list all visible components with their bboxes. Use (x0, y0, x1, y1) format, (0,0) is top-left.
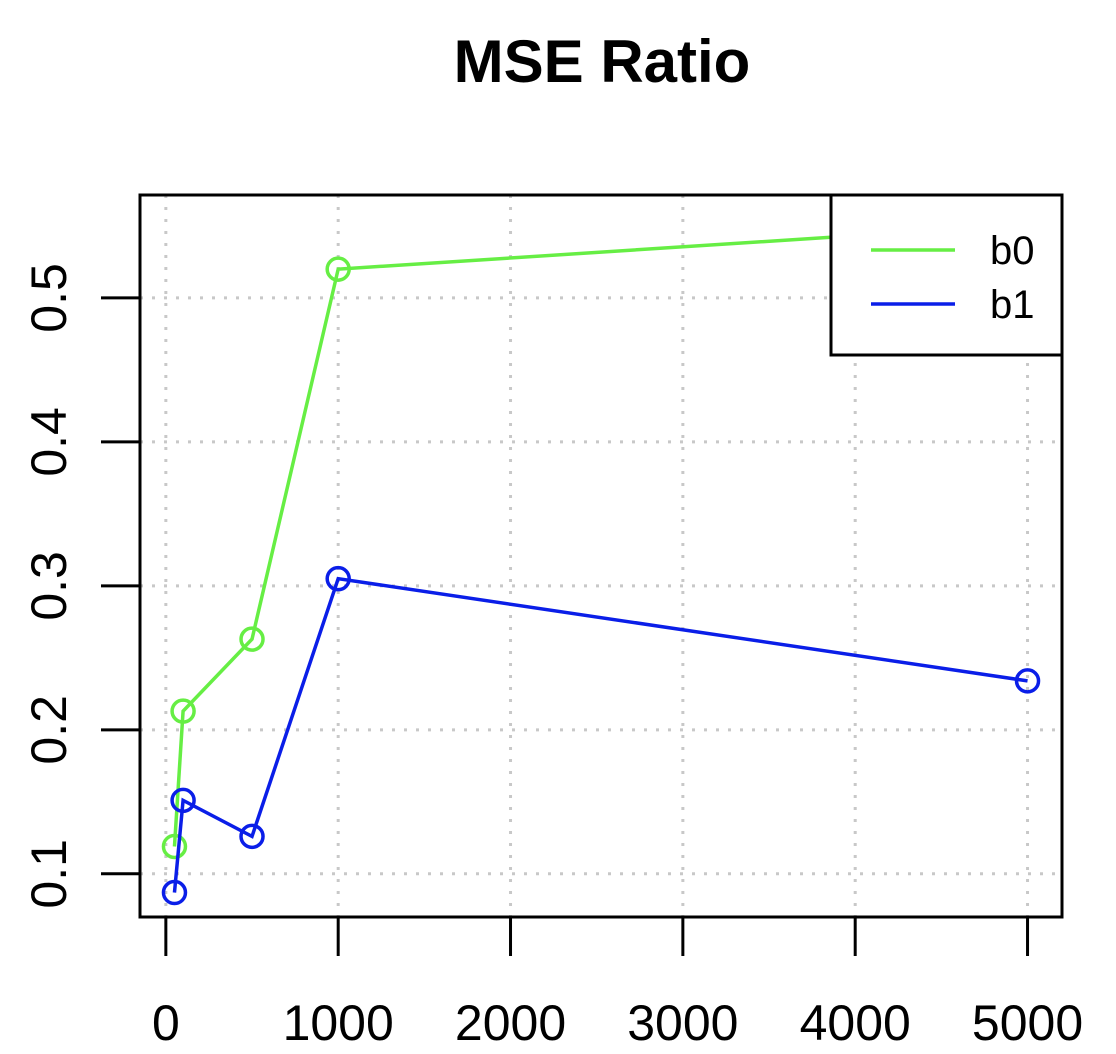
series-line-b1 (172, 576, 1028, 893)
x-tick-label-0: 0 (152, 995, 180, 1051)
data-point-b1-2 (239, 823, 265, 850)
x-tick-label-4: 4000 (800, 995, 911, 1051)
chart-title: MSE Ratio (454, 28, 751, 95)
y-tick-label-1: 0.2 (21, 695, 77, 765)
axes: 0 1000 2000 3000 4000 5000 0.1 0.2 0.3 0.4 0.5 (21, 263, 1083, 1051)
y-tick-label-0: 0.1 (21, 839, 77, 909)
data-point-b0-2 (239, 626, 265, 652)
series-line-b0 (172, 222, 1028, 847)
data-point-b1-0 (161, 879, 188, 906)
y-tick-label-4: 0.5 (21, 263, 77, 333)
series-layer (161, 211, 1041, 906)
legend-box (829, 193, 1064, 357)
plot-frame (138, 193, 1064, 919)
data-point-b0-0 (161, 833, 188, 860)
data-point-b0-3 (325, 256, 351, 282)
data-point-b0-1 (170, 698, 196, 724)
legend-label-b0: b0 (990, 229, 1035, 273)
x-tick-label-1: 1000 (283, 995, 394, 1051)
legend-label-b1: b1 (990, 283, 1035, 327)
x-tick-label-3: 3000 (627, 995, 738, 1051)
x-tick-label-2: 2000 (455, 995, 566, 1051)
data-point-b1-3 (325, 565, 351, 592)
x-tick-label-5: 5000 (972, 995, 1083, 1051)
y-tick-label-3: 0.4 (21, 407, 77, 477)
data-point-b1-1 (170, 787, 196, 814)
y-tick-label-2: 0.3 (21, 551, 77, 621)
data-point-b1-4 (1014, 668, 1041, 694)
